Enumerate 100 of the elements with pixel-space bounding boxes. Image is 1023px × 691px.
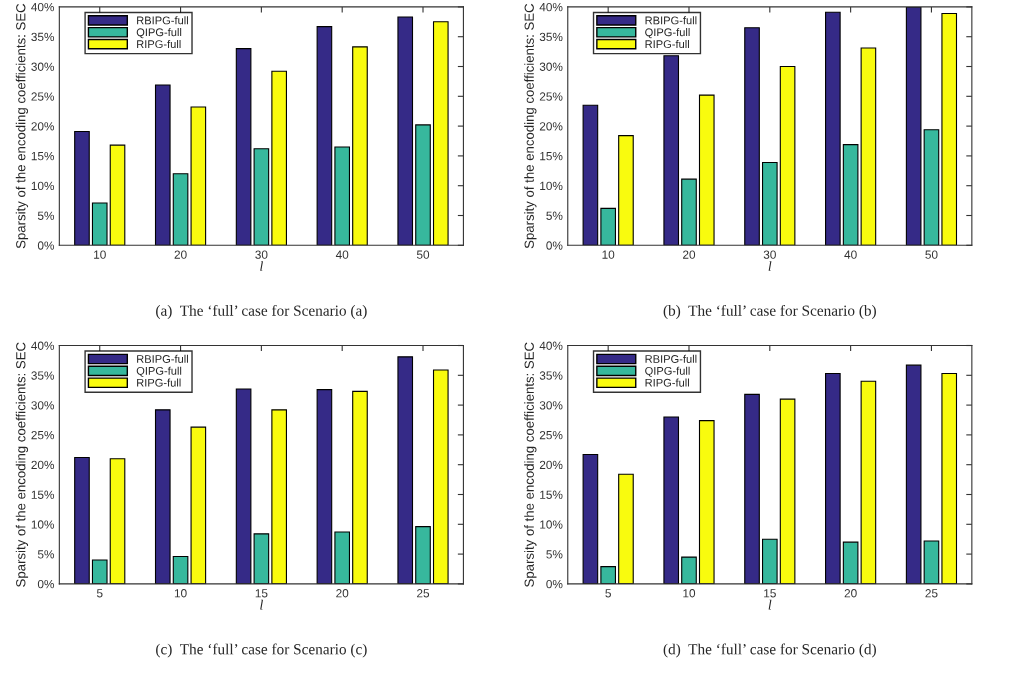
y-tick-label: 0% <box>546 241 563 250</box>
y-tick-label: 40% <box>31 341 55 350</box>
bar <box>663 416 680 584</box>
bar <box>397 16 414 246</box>
x-tick-label: 25 <box>925 589 938 598</box>
y-tick-label: 10% <box>540 181 563 191</box>
y-tick-label: 10% <box>540 520 563 529</box>
y-tick-label: 40% <box>31 2 55 12</box>
x-tick-label: 15 <box>255 589 268 598</box>
y-axis-title: Sparsity of the encoding coefficients: SEC <box>15 3 29 249</box>
bar <box>172 555 189 584</box>
bar <box>271 70 287 246</box>
y-tick-label: 35% <box>31 371 55 380</box>
y-tick-label: 20% <box>31 460 55 470</box>
y-tick-label: 25% <box>539 92 563 101</box>
y-tick-label: 15% <box>540 151 563 161</box>
bar <box>825 11 841 246</box>
legend-label: RIPG-full <box>137 378 181 387</box>
bar <box>681 178 697 246</box>
y-tick-label: 5% <box>37 211 55 220</box>
y-tick-label: 25% <box>539 430 563 440</box>
text: (b) The ‘full’ case for Scenario (b) <box>663 304 876 319</box>
bar <box>352 46 368 246</box>
bar <box>582 104 599 246</box>
bar <box>941 12 958 246</box>
y-tick-label: 5% <box>546 211 563 220</box>
bar <box>334 531 351 584</box>
bar <box>334 146 351 246</box>
bar <box>582 454 599 584</box>
bar <box>316 389 333 584</box>
y-tick-label: 35% <box>539 32 563 42</box>
y-axis-title: Sparsity of the encoding coefficients: SEC <box>524 342 537 587</box>
x-tick-label: 40 <box>844 250 857 259</box>
bar <box>825 372 841 584</box>
y-tick-label: 30% <box>31 401 55 410</box>
bar <box>698 94 715 246</box>
x-tick-label: 20 <box>174 250 187 259</box>
bar <box>779 398 796 584</box>
x-tick-label: 30 <box>763 250 776 259</box>
bar <box>91 202 108 246</box>
bar <box>744 27 760 246</box>
x-tick-label: 5 <box>605 589 611 598</box>
legend-label: QIPG-full <box>645 366 690 377</box>
x-tick-label: 20 <box>844 589 857 598</box>
x-tick-label: 10 <box>94 250 106 259</box>
legend-label: QIPG-full <box>136 28 182 39</box>
x-axis-title: l <box>260 261 263 271</box>
y-tick-label: 25% <box>31 430 55 440</box>
y-tick-label: 0% <box>37 241 55 250</box>
x-tick-label: 15 <box>764 589 776 598</box>
bar <box>190 426 207 584</box>
bar <box>681 556 697 584</box>
bar <box>744 393 760 584</box>
bar <box>941 372 958 584</box>
bar <box>91 559 108 584</box>
y-tick-label: 0% <box>37 579 55 589</box>
y-axis-title: Sparsity of the encoding coefficients: SEC <box>15 342 29 587</box>
legend-label: RIPG-full <box>137 39 181 49</box>
bar <box>74 130 90 246</box>
bar <box>779 65 796 246</box>
y-tick-label: 20% <box>539 122 563 131</box>
bar <box>397 356 414 584</box>
bar <box>415 124 431 246</box>
y-tick-label: 30% <box>31 62 55 71</box>
y-tick-label: 5% <box>546 550 563 559</box>
bar <box>618 135 634 246</box>
y-tick-label: 25% <box>31 92 55 101</box>
y-tick-label: 10% <box>31 520 55 529</box>
x-tick-label: 20 <box>683 250 696 259</box>
bar <box>923 540 940 584</box>
bar <box>316 26 333 246</box>
bar <box>618 473 634 584</box>
y-tick-label: 0% <box>546 579 563 589</box>
y-tick-label: 10% <box>31 181 55 191</box>
x-tick-label: 5 <box>96 589 103 598</box>
x-tick-label: 10 <box>602 250 615 259</box>
bar <box>154 409 171 584</box>
y-tick-label: 40% <box>539 2 563 12</box>
bar <box>600 566 617 584</box>
text: (c) The ‘full’ case for Scenario (c) <box>156 643 367 658</box>
x-tick-label: 50 <box>925 250 938 259</box>
legend-label: RIPG-full <box>645 39 689 49</box>
x-tick-label: 20 <box>336 589 349 598</box>
bar <box>761 161 778 246</box>
y-tick-label: 30% <box>539 62 563 71</box>
legend-label: RBIPG-full <box>137 354 188 363</box>
x-tick-label: 10 <box>683 589 696 598</box>
bar <box>415 526 431 584</box>
y-axis-title: Sparsity of the encoding coefficients: SEC <box>524 3 537 249</box>
x-tick-label: 10 <box>174 589 187 598</box>
legend-label: RBIPG-full <box>645 354 697 363</box>
y-tick-label: 35% <box>31 32 55 42</box>
legend-label: RBIPG-full <box>137 16 188 25</box>
x-axis-title: l <box>768 261 772 271</box>
bar <box>271 409 287 584</box>
text: (d) The ‘full’ case for Scenario (d) <box>663 643 876 658</box>
bar <box>74 456 90 584</box>
x-tick-label: 40 <box>335 250 349 259</box>
bar <box>761 538 778 584</box>
bar <box>905 6 922 246</box>
